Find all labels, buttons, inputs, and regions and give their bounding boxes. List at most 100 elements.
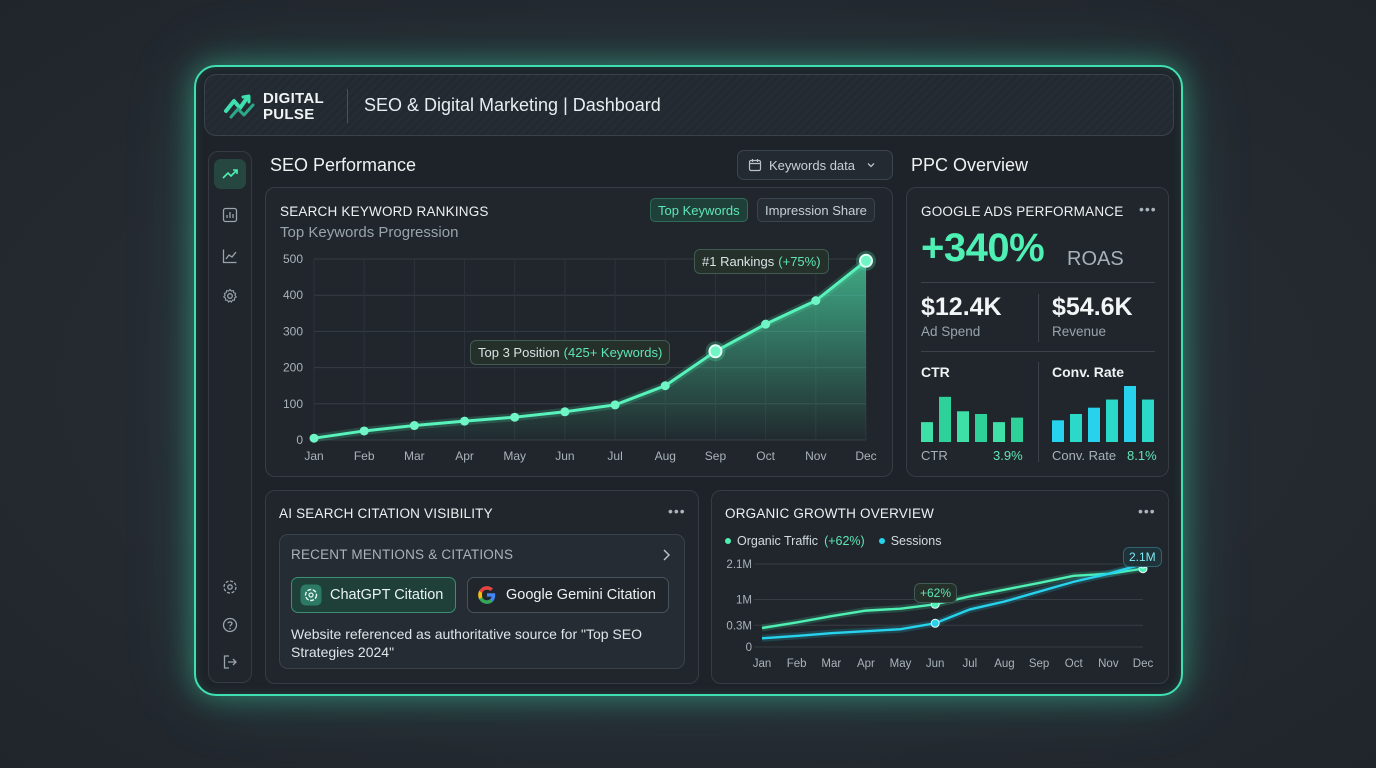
x-tick-label: Sep [1029,658,1049,670]
x-tick-label: Aug [994,658,1014,670]
keywords-data-dropdown[interactable]: Keywords data [737,150,893,180]
x-tick-label: Nov [805,449,826,463]
mentions-header: RECENT MENTIONS & CITATIONS [291,547,514,562]
settings-icon [222,288,238,303]
organic-growth-title: ORGANIC GROWTH OVERVIEW [725,506,935,521]
x-tick-label: Sep [705,449,727,463]
chevron-right-icon[interactable] [661,548,671,562]
x-tick-label: Jul [607,449,622,463]
y-tick-label: 0.3M [726,620,752,632]
bar [975,414,987,442]
y-tick-label: 300 [283,324,303,338]
ai-citation-card: AI SEARCH CITATION VISIBILITY ••• RECENT… [265,490,699,684]
brand-line-2: PULSE [263,106,315,123]
chatgpt-citation-chip[interactable]: ChatGPT Citation [291,577,456,613]
sidebar-item-integrations[interactable] [214,281,246,311]
tooltip-top3-label: Top 3 Position [478,345,560,360]
gemini-label: Google Gemini Citation [506,587,656,603]
x-tick-label: Mar [404,449,425,463]
google-ads-card: GOOGLE ADS PERFORMANCE ••• +340% ROAS $1… [906,187,1169,477]
logout-icon [223,655,237,669]
dashboard-frame: DIGITAL PULSE SEO & Digital Marketing | … [194,65,1183,696]
roas-value: +340% [921,226,1045,270]
roas-label: ROAS [1067,248,1124,270]
data-point [359,426,369,436]
line-chart-icon [222,249,237,264]
tab-top-keywords[interactable]: Top Keywords [650,198,748,222]
y-tick-label: 2.1M [726,559,752,571]
conv-rate-title: Conv. Rate [1052,364,1125,380]
x-tick-label: May [503,449,526,463]
sidebar-item-trends[interactable] [214,159,246,189]
more-options-icon[interactable]: ••• [668,503,686,519]
sidebar-item-preferences[interactable] [214,572,246,602]
legend-dot-sessions [878,538,885,544]
revenue-value: $54.6K [1052,293,1133,321]
bar [1106,399,1118,442]
data-point [610,400,620,410]
sidebar-item-logout[interactable] [214,647,246,677]
legend-traffic-label: Organic Traffic [737,534,819,548]
bar [1070,414,1082,442]
data-point [708,344,723,359]
brand-name: DIGITAL PULSE [263,91,324,123]
y-tick-label: 1M [736,595,752,607]
y-tick-label: 100 [283,397,303,411]
y-tick-label: 0 [746,642,752,654]
tooltip-top3-value: (425+ Keywords) [563,345,663,360]
data-point [460,416,470,426]
x-tick-label: Apr [857,658,875,670]
legend-sessions: Sessions [878,534,942,548]
series-line [313,259,867,440]
sidebar-item-help[interactable] [214,610,246,640]
citation-description: Website referenced as authoritative sour… [291,626,642,660]
ctr-bar-chart [921,396,1023,442]
x-tick-label: Jun [926,658,945,670]
brand-logo-icon [224,94,255,119]
bar-chart-icon [222,207,238,223]
more-options-icon[interactable]: ••• [1138,503,1156,519]
google-ads-title: GOOGLE ADS PERFORMANCE [921,204,1124,219]
legend-sessions-label: Sessions [890,534,942,548]
sidebar-item-analytics[interactable] [214,241,246,271]
rankings-chart: 0 100 200 300 400 500 Jan Feb Mar Apr May Jun Jul Aug… [283,250,877,463]
chatgpt-label: ChatGPT Citation [330,587,444,603]
ctr-title: CTR [921,364,950,380]
bar [993,422,1005,442]
organic-growth-card: ORGANIC GROWTH OVERVIEW ••• Organic Traf… [711,490,1169,684]
tab-impression-share[interactable]: Impression Share [757,198,875,222]
x-tick-label: Feb [354,449,375,463]
y-tick-label: 200 [283,361,303,375]
trend-icon [222,169,238,179]
series-line [761,562,1144,640]
y-tick-label: 0 [296,433,303,447]
bar [1088,407,1100,442]
tooltip-rank1-label: #1 Rankings [702,254,775,269]
bar [1052,420,1064,442]
data-point [560,407,570,417]
ai-citation-title: AI SEARCH CITATION VISIBILITY [279,506,493,521]
x-tick-label: May [890,658,912,670]
help-icon [222,617,238,633]
series-area [314,260,866,440]
keyword-rankings-card: SEARCH KEYWORD RANKINGS Top Keywords Imp… [265,187,893,477]
x-tick-label: Jan [753,658,772,670]
dropdown-label: Keywords data [769,157,855,173]
x-tick-label: Nov [1098,658,1119,670]
gemini-citation-chip[interactable]: Google Gemini Citation [467,577,669,613]
x-tick-label: Oct [756,449,775,463]
bar [1142,399,1154,442]
conv-rate-bar-chart [1052,386,1154,442]
x-tick-label: Apr [455,449,474,463]
x-tick-label: Aug [655,449,676,463]
ppc-section-title: PPC Overview [911,155,1029,175]
y-tick-label: 400 [283,288,303,302]
rankings-card-title: SEARCH KEYWORD RANKINGS [280,204,489,219]
more-options-icon[interactable]: ••• [1139,201,1157,217]
data-point [660,381,670,391]
data-point [761,319,771,329]
ctr-foot-label: CTR [921,448,948,463]
bar [939,396,951,442]
x-tick-label: Dec [1133,658,1154,670]
sidebar-item-reports[interactable] [214,200,246,230]
